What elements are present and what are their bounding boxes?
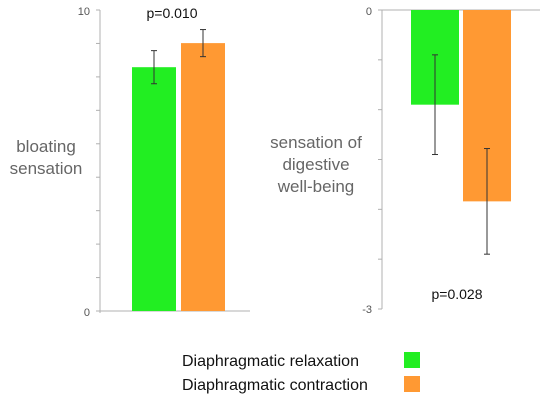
y-axis-label-2: well-being bbox=[277, 177, 355, 196]
y-axis-label-2: digestive bbox=[282, 155, 349, 174]
tick-label: 10 bbox=[78, 6, 90, 18]
tick-label: -3 bbox=[362, 304, 372, 316]
legend-swatch-2 bbox=[404, 376, 420, 392]
bar-1-1 bbox=[132, 67, 176, 311]
p-value-annotation-2: p=0.028 bbox=[432, 286, 483, 302]
y-axis-label-1: sensation bbox=[10, 159, 83, 178]
y-axis-label-1: bloating bbox=[16, 137, 76, 156]
y-axis-label-2: sensation of bbox=[270, 133, 362, 152]
p-value-annotation-1: p=0.010 bbox=[147, 5, 198, 21]
tick-label: 0 bbox=[84, 307, 90, 319]
bar-1-2 bbox=[181, 43, 225, 312]
legend-swatch-1 bbox=[404, 352, 420, 368]
legend-label-2: Diaphragmatic contraction bbox=[182, 377, 368, 394]
tick-label: 0 bbox=[366, 6, 372, 18]
legend-label-1: Diaphragmatic relaxation bbox=[182, 353, 359, 370]
